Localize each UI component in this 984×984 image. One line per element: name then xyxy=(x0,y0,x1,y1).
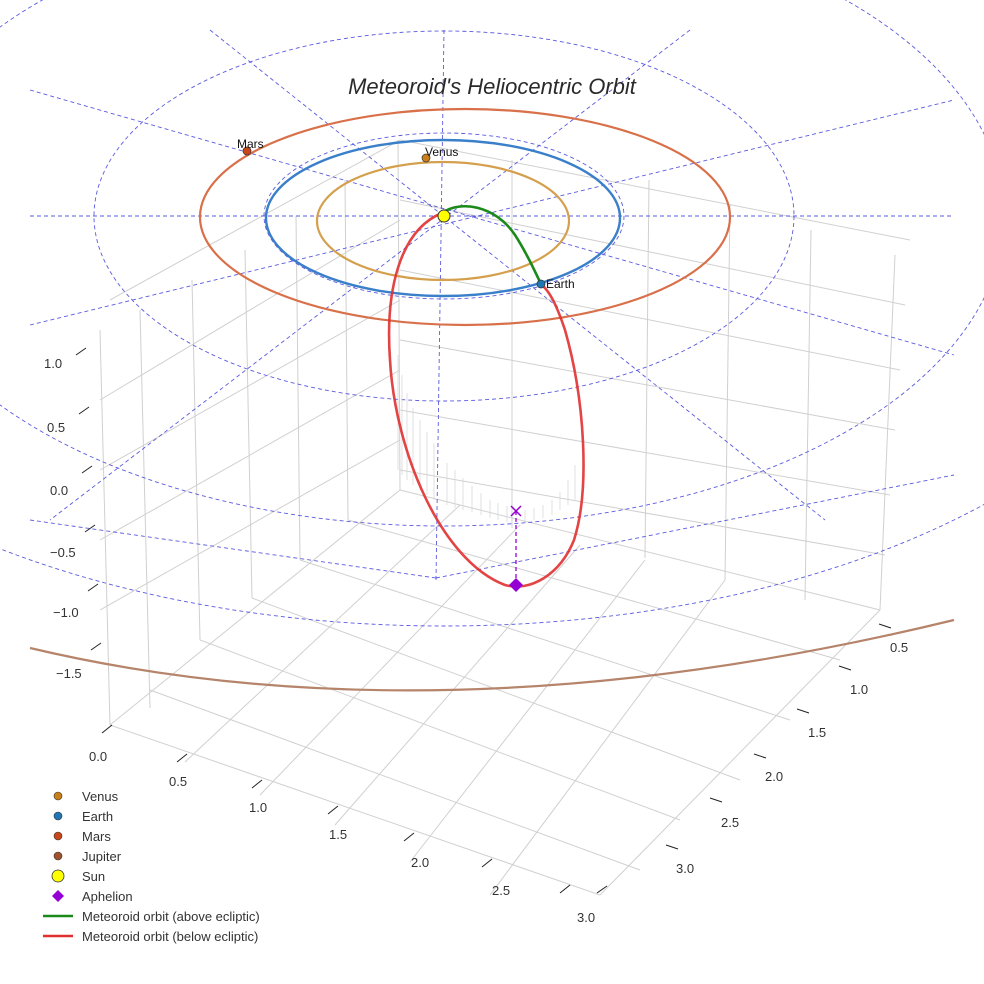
legend-item-jupiter[interactable]: Jupiter xyxy=(38,846,260,866)
green-line-icon xyxy=(43,914,73,918)
legend-label: Venus xyxy=(82,788,119,804)
meteoroid-orbit-above xyxy=(441,205,543,285)
y-tick: 3.0 xyxy=(676,861,695,876)
legend-label: Aphelion xyxy=(82,888,133,904)
x-tick: 1.0 xyxy=(249,800,268,815)
earth-label: Earth xyxy=(546,277,575,291)
red-line-icon xyxy=(43,934,73,938)
aphelion-diamond-icon xyxy=(52,890,64,902)
x-tick: 1.5 xyxy=(329,827,348,842)
mars-label: Mars xyxy=(237,137,264,151)
y-tick: 1.5 xyxy=(808,725,827,740)
sun-dot-icon xyxy=(51,869,65,883)
venus-orbit xyxy=(315,160,571,282)
y-tick: 0.5 xyxy=(890,640,909,655)
jupiter-dot-icon xyxy=(53,851,63,861)
x-tick: 0.0 xyxy=(89,749,108,764)
earth-marker-icon xyxy=(536,279,546,289)
x-tick: 0.5 xyxy=(169,774,188,789)
legend-label: Sun xyxy=(82,868,106,884)
legend-item-earth[interactable]: Earth xyxy=(38,806,260,826)
legend-label: Mars xyxy=(82,828,111,844)
axis-tick-marks xyxy=(75,347,892,894)
x-tick: 3.0 xyxy=(577,910,596,925)
mars-orbit xyxy=(198,107,732,327)
z-tick: −1.5 xyxy=(56,666,82,681)
aphelion-marker-icon xyxy=(509,578,523,592)
z-tick: 1.0 xyxy=(44,356,63,371)
legend-item-sun[interactable]: Sun xyxy=(38,866,260,886)
mars-dot-icon xyxy=(53,831,63,841)
chart-title: Meteoroid's Heliocentric Orbit xyxy=(348,74,636,99)
legend-item-aphelion[interactable]: Aphelion xyxy=(38,886,260,906)
axis-grid xyxy=(99,139,911,896)
legend-label: Jupiter xyxy=(82,848,122,864)
earth-orbit xyxy=(264,138,622,298)
mars-marker-icon xyxy=(242,146,252,156)
venus-dot-icon xyxy=(53,791,63,801)
z-tick: 0.0 xyxy=(50,483,69,498)
legend-label: Earth xyxy=(82,808,114,824)
legend-item-orbit-above[interactable]: Meteoroid orbit (above ecliptic) xyxy=(38,906,260,926)
legend-label: Meteoroid orbit (below ecliptic) xyxy=(82,928,259,944)
earth-dot-icon xyxy=(53,811,63,821)
x-tick: 2.5 xyxy=(492,883,511,898)
legend-item-orbit-below[interactable]: Meteoroid orbit (below ecliptic) xyxy=(38,926,260,946)
aphelion-projection-x-icon xyxy=(510,505,522,517)
legend-item-mars[interactable]: Mars xyxy=(38,826,260,846)
legend: Venus Earth Mars Jupiter Sun Aphelion Me… xyxy=(38,786,260,946)
y-tick: 1.0 xyxy=(850,682,869,697)
venus-label: Venus xyxy=(425,145,459,159)
z-tick: −1.0 xyxy=(53,605,79,620)
sun-marker-icon xyxy=(437,209,451,223)
z-tick: 0.5 xyxy=(47,420,66,435)
venus-marker-icon xyxy=(421,153,431,163)
jupiter-orbit xyxy=(29,618,955,692)
legend-label: Meteoroid orbit (above ecliptic) xyxy=(82,908,260,924)
ecliptic-reference-grid xyxy=(0,0,984,627)
x-tick: 2.0 xyxy=(411,855,430,870)
z-tick: −0.5 xyxy=(50,545,76,560)
y-tick: 2.0 xyxy=(765,769,784,784)
y-tick: 2.5 xyxy=(721,815,740,830)
legend-item-venus[interactable]: Venus xyxy=(38,786,260,806)
